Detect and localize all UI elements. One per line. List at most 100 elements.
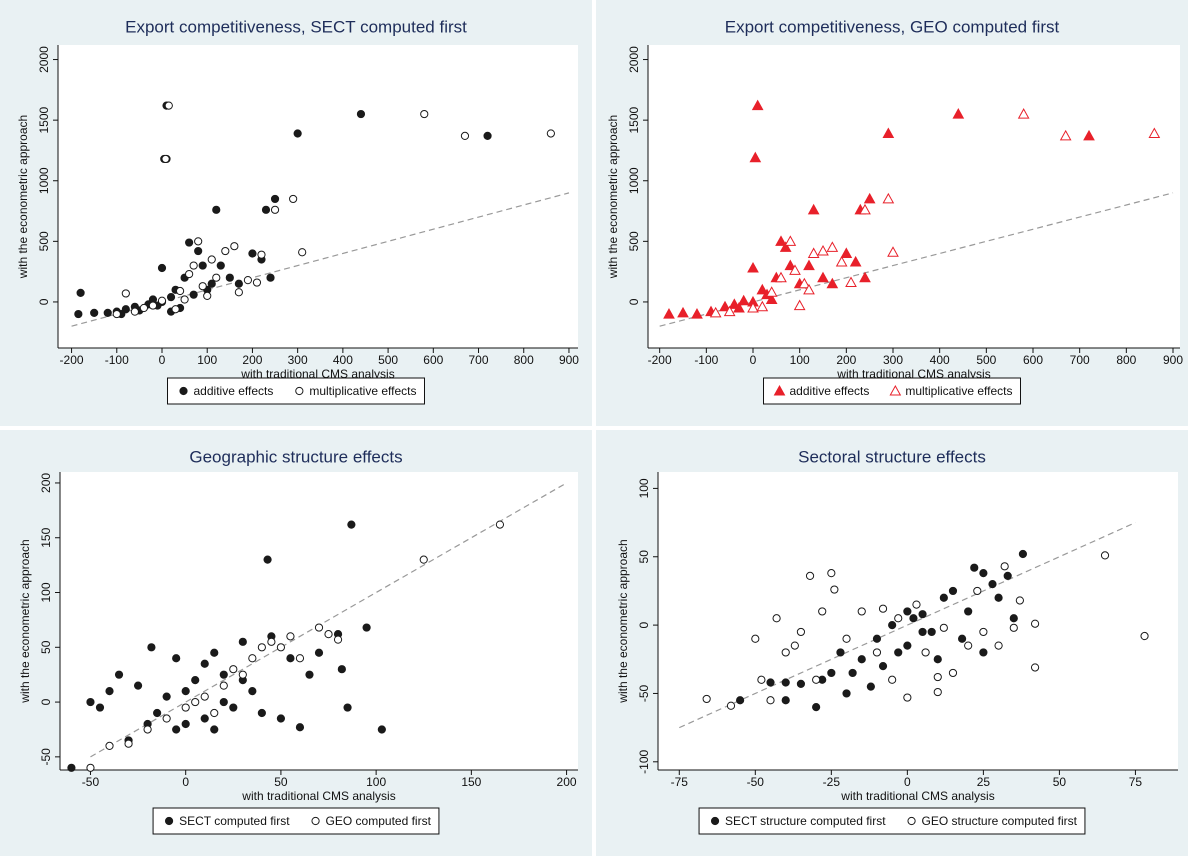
x-tick-label: 0 [182, 775, 189, 789]
point [781, 648, 790, 657]
point [872, 648, 882, 657]
x-tick-label: -75 [671, 775, 689, 789]
point [121, 305, 130, 314]
point [805, 571, 815, 580]
point [276, 714, 286, 723]
point [248, 249, 257, 258]
point [198, 261, 207, 270]
y-axis-title: with the econometric approach [616, 539, 630, 703]
y-tick-label: -100 [637, 749, 651, 773]
point [894, 614, 903, 623]
point [229, 703, 238, 712]
y-tick-label: 1500 [37, 106, 51, 133]
point [377, 725, 386, 734]
point [1009, 623, 1018, 632]
y-tick-label: 0 [627, 298, 641, 305]
point [894, 648, 903, 657]
point [207, 255, 216, 264]
point [952, 108, 965, 119]
point [191, 697, 200, 707]
x-tick-label: 50 [1053, 775, 1067, 789]
point [872, 634, 882, 643]
plot-area [60, 472, 578, 770]
point [994, 641, 1003, 650]
point [221, 246, 230, 256]
point [105, 687, 114, 696]
x-tick-label: 700 [469, 353, 489, 367]
y-axis-title: with the econometric approach [18, 539, 32, 703]
legend-label: SECT structure computed first [725, 814, 886, 828]
point [105, 741, 114, 750]
point [882, 127, 895, 138]
point [234, 288, 243, 297]
point [143, 725, 152, 734]
point [172, 654, 181, 663]
point [189, 290, 198, 299]
point [219, 670, 228, 679]
point [114, 670, 124, 679]
x-tick-label: 150 [461, 775, 481, 789]
legend-marker [295, 386, 304, 396]
point [219, 681, 228, 690]
point [189, 261, 198, 270]
point [230, 242, 239, 251]
point [181, 687, 190, 696]
point [1083, 129, 1095, 141]
panel: Export competitiveness, SECT computed fi… [0, 0, 592, 426]
point [257, 643, 266, 652]
point [133, 681, 143, 690]
x-tick-label: 500 [378, 353, 398, 367]
point [835, 255, 848, 267]
y-tick-label: -50 [39, 748, 53, 766]
legend-item: additive effects [179, 384, 273, 398]
point [1148, 127, 1161, 138]
point [86, 763, 95, 772]
point [270, 194, 280, 204]
x-tick-label: 200 [242, 353, 262, 367]
point [848, 668, 857, 678]
point [148, 301, 158, 310]
point [295, 654, 305, 663]
point [1059, 129, 1072, 141]
point [933, 687, 942, 697]
y-tick-label: -50 [637, 684, 651, 702]
x-tick-label: 100 [197, 353, 217, 367]
point [912, 600, 921, 609]
point [918, 627, 927, 637]
point [817, 271, 829, 283]
legend-label: multiplicative effects [309, 384, 416, 398]
point [314, 623, 324, 632]
point [859, 271, 871, 283]
point [859, 203, 871, 215]
point [234, 279, 243, 288]
legend: additive effects multiplicative effects [763, 377, 1021, 405]
point [736, 696, 745, 705]
legend-item: SECT structure computed first [710, 814, 886, 828]
point [298, 248, 307, 257]
x-tick-label: 0 [750, 353, 757, 367]
x-tick-label: 300 [288, 353, 308, 367]
point [939, 623, 948, 632]
point [112, 309, 121, 319]
point [842, 689, 851, 698]
point [194, 246, 203, 256]
y-tick-label: 1000 [37, 167, 51, 194]
legend-marker [179, 386, 188, 396]
point [903, 641, 912, 650]
point [266, 273, 275, 282]
point [147, 643, 156, 652]
legend-item: GEO structure computed first [907, 814, 1078, 828]
x-tick-label: 50 [274, 775, 288, 789]
x-tick-label: 0 [159, 353, 166, 367]
point [289, 194, 298, 204]
point [918, 610, 927, 619]
point [979, 569, 988, 578]
point [796, 679, 806, 688]
point [803, 259, 815, 271]
legend: SECT computed first GEO computed first [152, 807, 440, 835]
point [933, 655, 942, 664]
x-tick-label: 200 [836, 353, 856, 367]
y-tick-label: 0 [637, 621, 651, 628]
x-tick-label: 75 [1129, 775, 1143, 789]
point [200, 692, 209, 701]
